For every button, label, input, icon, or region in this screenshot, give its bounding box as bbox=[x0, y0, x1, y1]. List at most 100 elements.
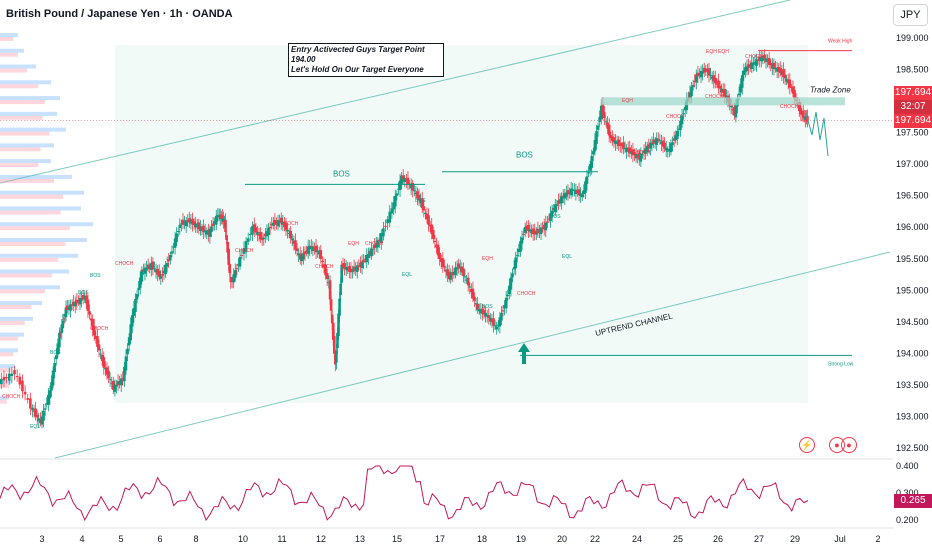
candle bbox=[330, 314, 334, 324]
candle bbox=[355, 265, 359, 272]
x-tick-label: 12 bbox=[316, 534, 326, 544]
x-tick-label: 27 bbox=[754, 534, 764, 544]
candle bbox=[509, 277, 513, 290]
candle bbox=[744, 67, 747, 73]
analysis-note-line2: Let's Hold On Our Target Everyone bbox=[291, 65, 424, 74]
candle bbox=[324, 264, 327, 276]
candle bbox=[405, 180, 408, 182]
candle bbox=[130, 315, 134, 327]
price-tag-current: 197.694 bbox=[894, 86, 932, 100]
candle bbox=[761, 55, 765, 61]
candle bbox=[137, 287, 140, 291]
candle bbox=[298, 253, 302, 260]
candle bbox=[140, 269, 144, 282]
candle bbox=[216, 214, 220, 218]
candle bbox=[395, 193, 399, 196]
candle bbox=[202, 225, 205, 233]
volume-bar bbox=[0, 332, 24, 337]
candle bbox=[205, 230, 209, 235]
candle bbox=[199, 226, 202, 231]
structure-label: CHOCH bbox=[517, 291, 536, 297]
candle bbox=[563, 193, 567, 199]
candle bbox=[336, 332, 339, 349]
candle bbox=[156, 268, 159, 275]
candle bbox=[740, 75, 744, 88]
structure-label: CHOCH bbox=[705, 94, 724, 100]
candle bbox=[360, 261, 364, 268]
candle bbox=[325, 272, 329, 280]
candle bbox=[317, 250, 321, 255]
candle bbox=[170, 251, 174, 254]
candle bbox=[233, 270, 237, 279]
candle bbox=[306, 246, 310, 254]
candle bbox=[424, 212, 427, 215]
candle bbox=[733, 107, 736, 116]
volume-bar-sell bbox=[0, 100, 45, 105]
volume-bar-sell bbox=[0, 178, 54, 183]
candle bbox=[86, 299, 90, 311]
candle bbox=[260, 237, 264, 240]
candle bbox=[161, 274, 164, 276]
candle bbox=[512, 267, 516, 270]
candle bbox=[451, 272, 454, 276]
volume-bar-sell bbox=[0, 336, 18, 341]
candle bbox=[588, 164, 592, 171]
volume-bar bbox=[0, 48, 24, 53]
candle bbox=[390, 208, 394, 214]
candle bbox=[374, 243, 378, 248]
candle bbox=[270, 224, 274, 226]
volume-bar-sell bbox=[0, 37, 14, 41]
x-tick-label: 6 bbox=[157, 534, 162, 544]
volume-bar-sell bbox=[0, 399, 7, 404]
candle bbox=[164, 264, 167, 275]
candle bbox=[571, 189, 575, 191]
candle bbox=[224, 219, 227, 232]
candle bbox=[420, 198, 424, 209]
candle bbox=[279, 217, 283, 223]
candle bbox=[367, 253, 370, 258]
volume-bar bbox=[0, 64, 36, 69]
candle bbox=[769, 63, 773, 65]
candle bbox=[609, 135, 613, 139]
candle bbox=[587, 172, 590, 174]
price-tag-last: 197.694 bbox=[894, 114, 932, 128]
candle bbox=[211, 223, 215, 226]
volume-bar-sell bbox=[0, 84, 39, 89]
replay-icon-2[interactable]: ● bbox=[841, 437, 857, 453]
candle bbox=[561, 195, 565, 197]
candle bbox=[328, 280, 332, 300]
x-tick-label: 5 bbox=[118, 534, 123, 544]
candle bbox=[181, 219, 185, 225]
candle bbox=[337, 313, 340, 337]
candle bbox=[64, 307, 68, 318]
candle bbox=[436, 244, 440, 256]
candle bbox=[618, 143, 622, 146]
candle bbox=[582, 190, 586, 194]
lightning-icon[interactable]: ⚡ bbox=[799, 437, 815, 453]
candle bbox=[373, 244, 376, 248]
candle bbox=[357, 265, 361, 267]
volume-bar bbox=[0, 33, 18, 37]
candle bbox=[709, 74, 712, 76]
candle bbox=[292, 240, 296, 244]
volume-bar bbox=[0, 96, 60, 101]
candle bbox=[752, 62, 755, 65]
candle bbox=[660, 141, 663, 145]
structure-label: EQL bbox=[402, 272, 412, 278]
candle bbox=[401, 175, 405, 180]
candle bbox=[143, 267, 147, 274]
volume-bar bbox=[0, 159, 51, 164]
structure-label: BOS bbox=[415, 198, 426, 204]
candle bbox=[56, 343, 60, 355]
candle bbox=[121, 378, 125, 380]
candle bbox=[42, 410, 45, 421]
candle bbox=[677, 128, 681, 130]
candle bbox=[276, 220, 280, 227]
structure-label: CHOCH bbox=[780, 104, 799, 110]
currency-button[interactable]: JPY bbox=[893, 4, 928, 26]
volume-bar bbox=[0, 143, 54, 148]
up-arrow-icon bbox=[518, 343, 530, 364]
candle bbox=[458, 266, 462, 269]
candle bbox=[392, 202, 396, 210]
